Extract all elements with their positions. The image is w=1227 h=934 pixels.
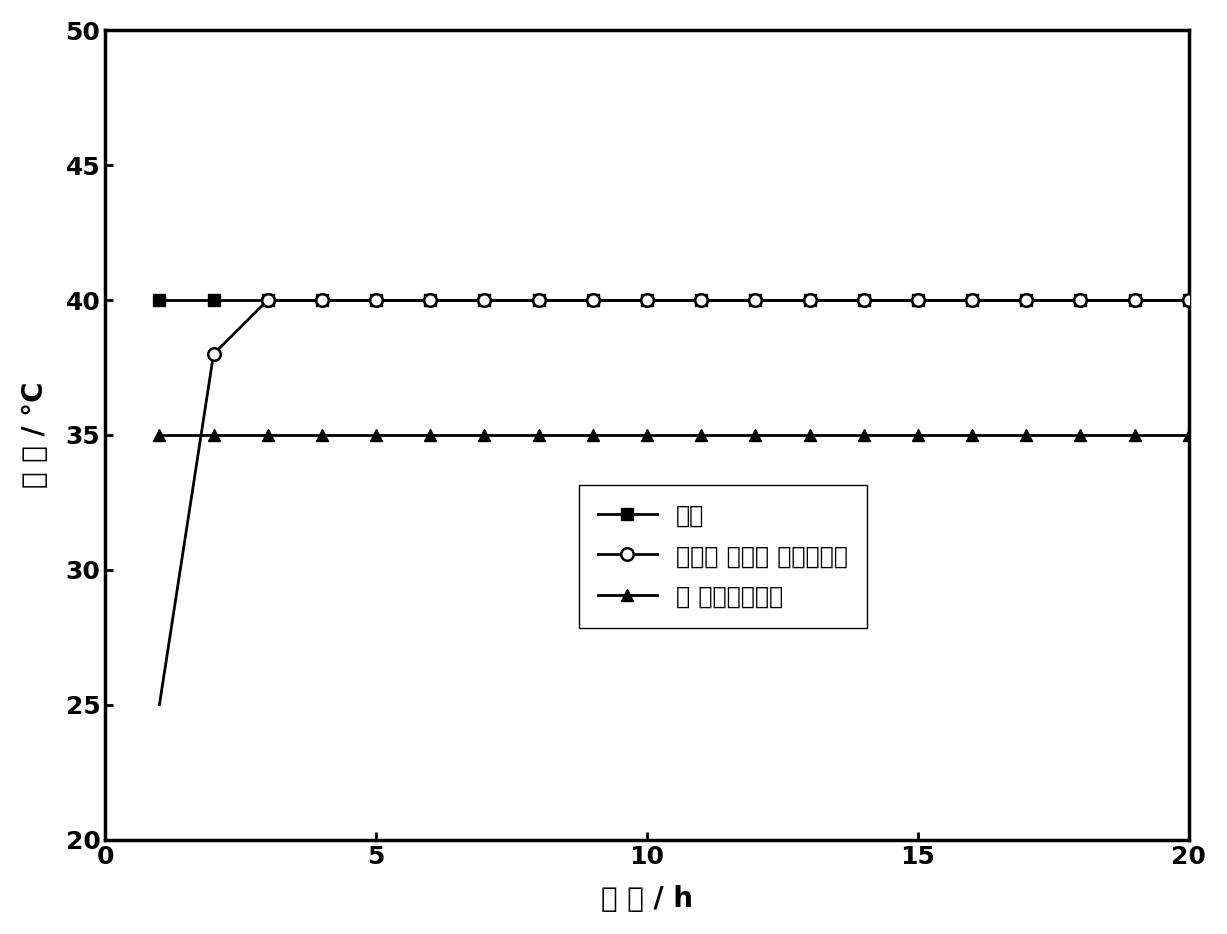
自 控温电池温度 <box>531 430 546 441</box>
未加自 控温膜 的电池温度 <box>856 294 871 305</box>
自 控温电池温度 <box>206 430 221 441</box>
未加自 控温膜 的电池温度 <box>748 294 763 305</box>
室温 <box>152 294 167 305</box>
未加自 控温膜 的电池温度 <box>1074 294 1088 305</box>
室温 <box>1182 294 1196 305</box>
自 控温电池温度 <box>1018 430 1033 441</box>
自 控温电池温度 <box>1182 430 1196 441</box>
未加自 控温膜 的电池温度 <box>531 294 546 305</box>
未加自 控温膜 的电池温度 <box>314 294 329 305</box>
室温 <box>423 294 438 305</box>
自 控温电池温度 <box>477 430 492 441</box>
Line: 自 控温电池温度: 自 控温电池温度 <box>153 429 1195 441</box>
室温 <box>748 294 763 305</box>
Line: 未加自 控温膜 的电池温度: 未加自 控温膜 的电池温度 <box>261 294 1195 306</box>
室温 <box>693 294 708 305</box>
室温 <box>206 294 221 305</box>
未加自 控温膜 的电池温度 <box>1182 294 1196 305</box>
室温 <box>639 294 654 305</box>
室温 <box>585 294 600 305</box>
室温 <box>314 294 329 305</box>
自 控温电池温度 <box>423 430 438 441</box>
自 控温电池温度 <box>1128 430 1142 441</box>
Y-axis label: 温 度 / °C: 温 度 / °C <box>21 382 49 488</box>
未加自 控温膜 的电池温度 <box>369 294 384 305</box>
室温 <box>964 294 979 305</box>
未加自 控温膜 的电池温度 <box>585 294 600 305</box>
自 控温电池温度 <box>639 430 654 441</box>
未加自 控温膜 的电池温度 <box>423 294 438 305</box>
未加自 控温膜 的电池温度 <box>260 294 275 305</box>
室温 <box>1128 294 1142 305</box>
Legend: 室温, 未加自 控温膜 的电池温度, 自 控温电池温度: 室温, 未加自 控温膜 的电池温度, 自 控温电池温度 <box>579 485 866 628</box>
自 控温电池温度 <box>585 430 600 441</box>
室温 <box>531 294 546 305</box>
未加自 控温膜 的电池温度 <box>1128 294 1142 305</box>
室温 <box>1074 294 1088 305</box>
自 控温电池温度 <box>856 430 871 441</box>
自 控温电池温度 <box>693 430 708 441</box>
室温 <box>910 294 925 305</box>
自 控温电池温度 <box>910 430 925 441</box>
Line: 室温: 室温 <box>153 294 1195 306</box>
室温 <box>1018 294 1033 305</box>
室温 <box>856 294 871 305</box>
未加自 控温膜 的电池温度 <box>1018 294 1033 305</box>
未加自 控温膜 的电池温度 <box>964 294 979 305</box>
未加自 控温膜 的电池温度 <box>802 294 817 305</box>
自 控温电池温度 <box>152 430 167 441</box>
未加自 控温膜 的电池温度 <box>910 294 925 305</box>
室温 <box>802 294 817 305</box>
室温 <box>477 294 492 305</box>
自 控温电池温度 <box>1074 430 1088 441</box>
自 控温电池温度 <box>748 430 763 441</box>
未加自 控温膜 的电池温度 <box>693 294 708 305</box>
自 控温电池温度 <box>802 430 817 441</box>
X-axis label: 时 间 / h: 时 间 / h <box>601 885 693 913</box>
未加自 控温膜 的电池温度 <box>639 294 654 305</box>
室温 <box>369 294 384 305</box>
自 控温电池温度 <box>369 430 384 441</box>
室温 <box>260 294 275 305</box>
自 控温电池温度 <box>314 430 329 441</box>
自 控温电池温度 <box>964 430 979 441</box>
未加自 控温膜 的电池温度 <box>477 294 492 305</box>
自 控温电池温度 <box>260 430 275 441</box>
